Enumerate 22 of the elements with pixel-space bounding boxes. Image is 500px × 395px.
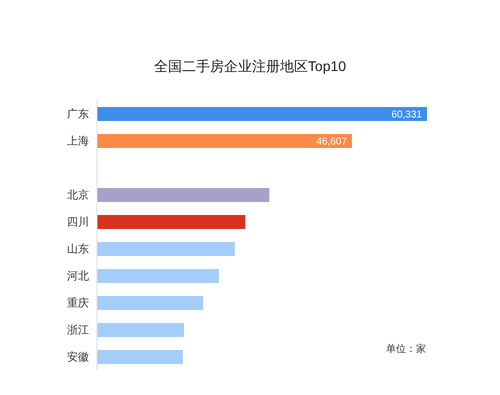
y-tick-label: 浙江 [67,323,89,336]
y-tick-label: 重庆 [67,296,89,310]
bar [97,107,427,121]
bar [97,296,204,310]
y-tick-label: 四川 [67,215,89,228]
annotation: 单位：家 [386,342,426,356]
bar [97,242,235,256]
bar [97,134,352,148]
chart-title: 全国二手房企业注册地区Top10 [152,58,348,76]
data-label: 60,331 [391,110,422,121]
data-label: 46,607 [316,136,348,148]
bar [97,188,270,202]
bar [97,323,184,337]
y-tick-label: 上海 [67,134,89,148]
bar [97,269,219,283]
y-tick-label: 安徽 [67,350,89,364]
bar [97,215,246,229]
y-tick-label: 山东 [67,242,89,256]
y-tick-label: 河北 [67,269,89,282]
bar [97,350,183,364]
y-tick-label: 北京 [67,188,89,202]
y-tick-label: 广东 [67,107,89,120]
